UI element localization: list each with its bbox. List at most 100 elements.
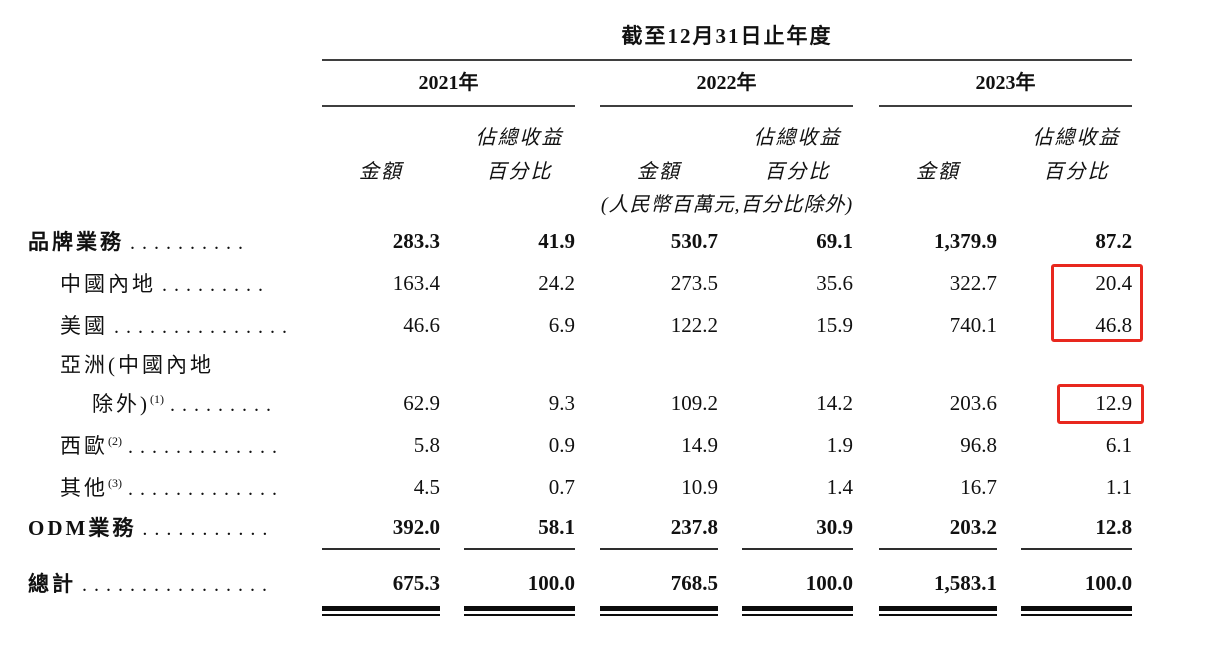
cell-2021-amount: 163.4	[392, 270, 440, 295]
pct-header-line2-2021: 百分比	[486, 161, 553, 183]
footnote-sup-1: (1)	[150, 392, 164, 406]
cell-2022-amount: 14.9	[681, 432, 718, 457]
spacer	[718, 262, 742, 304]
pct-header-line1-2022: 佔總收益	[753, 127, 842, 149]
total-rule	[600, 606, 718, 616]
row-label-cell: 美國...............	[28, 304, 322, 346]
year-header-row: 2021年 2022年 2023年	[28, 60, 1133, 107]
row-label: 總計	[28, 572, 76, 596]
title-spacer	[28, 14, 322, 60]
cell-2022-amount: 273.5	[670, 270, 718, 295]
col-gap	[575, 150, 600, 184]
cell-2022-pct: 1.9	[826, 432, 853, 457]
table-row-western-europe: 西歐 (2)............. 5.8 0.9 14.9 1.9 96.8…	[28, 424, 1132, 466]
unit-note-row: (人民幣百萬元,百分比除外)	[28, 184, 1132, 220]
cell-2023-amount: 203.6	[949, 390, 997, 415]
cell-2021-pct: 6.9	[548, 312, 575, 337]
col-gap	[575, 382, 600, 424]
row-label: 品牌業務	[28, 230, 124, 254]
row-label: 中國內地	[60, 272, 156, 296]
row-label: 除外)	[92, 392, 150, 416]
highlight-box-2023-pct-asia	[1057, 384, 1145, 424]
year-header-2023: 2023年	[879, 60, 1133, 107]
col-gap	[853, 262, 879, 304]
cell-2022-pct: 100.0	[742, 564, 853, 624]
col-gap	[575, 262, 600, 304]
table-row-mainland-china: 中國內地......... 163.4 24.2 273.5 35.6 322.…	[28, 262, 1144, 342]
spacer	[28, 150, 322, 184]
footnote-sup-2: (2)	[108, 434, 122, 448]
row-label-cell: 除外) (1).........	[28, 382, 322, 424]
amount-header-2023: 金額	[916, 161, 960, 183]
spacer	[718, 508, 742, 564]
cell-2023-amount: 322.7	[949, 270, 997, 295]
footnote-sup-3: (3)	[108, 476, 122, 490]
spacer	[440, 382, 464, 424]
table-row-asia-line2: 除外) (1)......... 62.9 9.3 109.2 14.2 203.…	[28, 382, 1145, 424]
spacer	[440, 466, 464, 508]
table-title: 截至12月31日止年度	[322, 14, 1133, 61]
col-gap	[575, 106, 600, 150]
spacer	[997, 150, 1021, 184]
total-rule	[879, 606, 997, 616]
cell-2021-amount: 675.3	[322, 564, 440, 624]
financial-table-page: 截至12月31日止年度 2021年 2022年 2023年 佔總收益 佔總收益 …	[28, 14, 1145, 624]
sum-rule	[322, 548, 440, 550]
dot-leader: .........	[162, 274, 270, 296]
total-rule	[742, 606, 853, 616]
pct-header-line1-2023: 佔總收益	[1032, 127, 1121, 149]
table-row-others: 其他 (3)............. 4.5 0.7 10.9 1.4 16.7…	[28, 466, 1132, 508]
spacer	[440, 220, 464, 262]
spacer	[440, 106, 464, 150]
cell-2023-pct: 20.4	[1021, 262, 1144, 342]
row-label: 亞洲(中國內地	[60, 353, 214, 377]
spacer	[440, 304, 464, 346]
total-rule	[1021, 606, 1133, 616]
spacer	[718, 382, 742, 424]
spacer	[718, 564, 742, 624]
cell-2021-amount: 5.8	[413, 432, 440, 457]
cell-2022-amount: 237.8	[600, 508, 718, 564]
total-rule	[464, 606, 575, 616]
cell-2023-pct: 12.9	[1021, 382, 1145, 424]
cell-2021-amount: 4.5	[413, 474, 440, 499]
subheader-row-1: 佔總收益 佔總收益 佔總收益	[28, 106, 1132, 150]
spacer	[718, 304, 742, 346]
pct-header-line1-2021: 佔總收益	[475, 127, 564, 149]
dot-leader: .............	[128, 436, 284, 458]
cell-2022-amount: 768.5	[600, 564, 718, 624]
col-gap	[575, 60, 600, 106]
dot-leader: ..........	[130, 232, 250, 254]
spacer	[718, 106, 742, 150]
row-label: 其他	[60, 476, 108, 500]
cell-2022-pct: 30.9	[742, 508, 853, 564]
spacer	[440, 564, 464, 624]
sum-rule	[1021, 548, 1133, 550]
table-row-brand-business: 品牌業務.......... 283.3 41.9 530.7 69.1 1,3…	[28, 220, 1132, 262]
spacer	[997, 466, 1021, 508]
sum-rule	[879, 548, 997, 550]
cell-2021-pct: 0.7	[548, 474, 575, 499]
cell-2021-amount: 283.3	[392, 228, 440, 253]
cell-2021-pct: 41.9	[538, 228, 575, 253]
cell-2021-pct: 0.9	[548, 432, 575, 457]
amount-header-2022: 金額	[637, 161, 681, 183]
spacer	[28, 106, 322, 150]
col-gap	[853, 564, 879, 624]
table-row-odm-business: ODM業務........... 392.0 58.1 237.8 30.9 2…	[28, 508, 1133, 564]
amount-header-2021: 金額	[359, 161, 403, 183]
cell-2021-amount: 62.9	[403, 390, 440, 415]
col-gap	[853, 60, 879, 106]
cell-2022-amount: 109.2	[670, 390, 718, 415]
col-gap	[575, 466, 600, 508]
cell-2021-pct: 100.0	[464, 564, 575, 624]
revenue-breakdown-table: 截至12月31日止年度 2021年 2022年 2023年 佔總收益 佔總收益 …	[28, 14, 1145, 624]
year-header-2022: 2022年	[600, 60, 853, 107]
table-row-asia-line1: 亞洲(中國內地	[28, 346, 1132, 382]
col-gap	[853, 466, 879, 508]
cell-2023-pct: 1.1	[1105, 474, 1133, 499]
cell-2023-pct: 6.1	[1105, 432, 1133, 457]
spacer	[718, 150, 742, 184]
spacer	[440, 262, 464, 304]
subheader-row-2: 金額 百分比 金額 百分比 金額 百分比	[28, 150, 1132, 184]
